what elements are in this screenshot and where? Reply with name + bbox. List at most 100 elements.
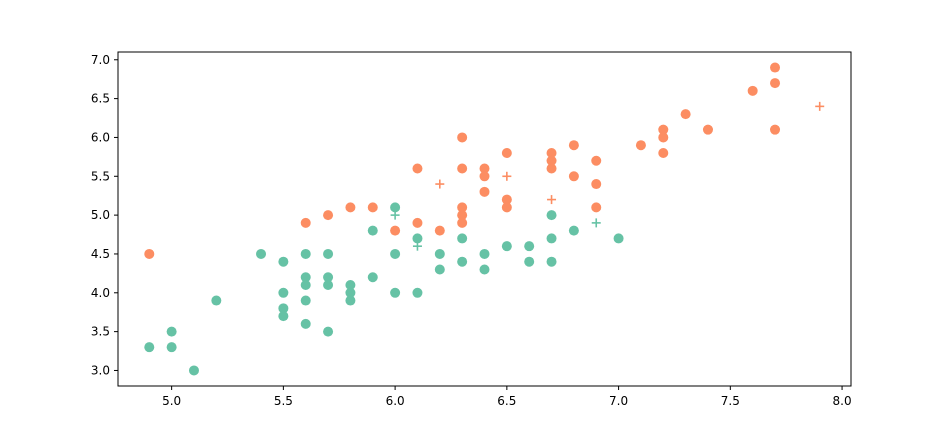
data-point (390, 202, 401, 213)
data-point (568, 140, 579, 151)
data-point (412, 287, 423, 298)
data-point (300, 295, 311, 306)
data-marks (144, 62, 825, 376)
data-point (412, 233, 423, 244)
data-point (457, 217, 468, 228)
data-point (457, 163, 468, 174)
data-point (479, 186, 490, 197)
data-point (256, 248, 267, 259)
y-tick-label: 5.5 (91, 169, 110, 183)
data-point (658, 147, 669, 158)
data-point (211, 295, 222, 306)
data-point (390, 225, 401, 236)
data-point (278, 256, 289, 267)
data-point (546, 147, 557, 158)
data-point (770, 78, 781, 89)
data-point (457, 210, 468, 221)
data-point (568, 171, 579, 182)
x-axis: 5.0 5.5 6.0 6.5 7.0 7.5 8.0 (162, 386, 852, 408)
data-point (457, 256, 468, 267)
data-point (390, 248, 401, 259)
series-0 (144, 202, 624, 376)
data-point (367, 225, 378, 236)
data-point (479, 163, 490, 174)
data-point-plus (502, 171, 512, 181)
data-point (144, 248, 155, 259)
data-point (747, 85, 758, 96)
data-point (479, 248, 490, 259)
data-point (434, 248, 445, 259)
data-point (457, 202, 468, 213)
y-tick-label: 7.0 (91, 53, 110, 67)
y-tick-label: 4.5 (91, 247, 110, 261)
data-point (166, 342, 177, 353)
data-point (323, 326, 334, 337)
data-point (278, 303, 289, 314)
data-point (591, 179, 602, 190)
data-point (300, 272, 311, 283)
data-point (345, 287, 356, 298)
data-point (479, 171, 490, 182)
y-axis: 3.0 3.5 4.0 4.5 5.0 5.5 6.0 6.5 7.0 (91, 53, 118, 377)
data-point (501, 194, 512, 205)
x-tick-label: 5.5 (274, 394, 293, 408)
x-tick-label: 8.0 (833, 394, 852, 408)
data-point (501, 147, 512, 158)
y-tick-label: 5.0 (91, 208, 110, 222)
x-tick-label: 6.5 (497, 394, 516, 408)
data-point (524, 241, 535, 252)
data-point (188, 365, 199, 376)
series-1 (390, 210, 601, 251)
data-point (300, 217, 311, 228)
data-point (546, 256, 557, 267)
data-point (323, 272, 334, 283)
data-point (323, 210, 334, 221)
data-point-plus (412, 241, 422, 251)
data-point (546, 233, 557, 244)
data-point (345, 280, 356, 291)
data-point (702, 124, 713, 135)
data-point (412, 163, 423, 174)
data-point-plus (815, 101, 825, 111)
data-point (166, 326, 177, 337)
data-point (300, 280, 311, 291)
data-point (546, 155, 557, 166)
data-point (390, 287, 401, 298)
data-point-plus (435, 179, 445, 189)
plot-frame (117, 51, 852, 387)
data-point (434, 225, 445, 236)
data-point (501, 202, 512, 213)
data-point (658, 132, 669, 143)
data-point (524, 256, 535, 267)
data-point (278, 311, 289, 322)
data-point-plus (390, 210, 400, 220)
data-point-plus (591, 218, 601, 228)
data-point (658, 124, 669, 135)
y-tick-label: 6.5 (91, 92, 110, 106)
data-point (367, 202, 378, 213)
data-point (568, 225, 579, 236)
data-point-plus (547, 195, 557, 205)
data-point (770, 124, 781, 135)
y-tick-label: 6.0 (91, 130, 110, 144)
data-point (457, 233, 468, 244)
y-tick-label: 3.0 (91, 363, 110, 377)
data-point (457, 132, 468, 143)
data-point (501, 241, 512, 252)
data-point (323, 280, 334, 291)
data-point (434, 264, 445, 275)
data-point (591, 155, 602, 166)
data-point (635, 140, 646, 151)
y-tick-label: 4.0 (91, 286, 110, 300)
x-tick-label: 7.0 (609, 394, 628, 408)
data-point (345, 295, 356, 306)
y-tick-label: 3.5 (91, 325, 110, 339)
data-point (278, 287, 289, 298)
data-point (300, 248, 311, 259)
x-tick-label: 7.5 (721, 394, 740, 408)
data-point (680, 109, 691, 120)
data-point (546, 210, 557, 221)
x-tick-label: 5.0 (162, 394, 181, 408)
